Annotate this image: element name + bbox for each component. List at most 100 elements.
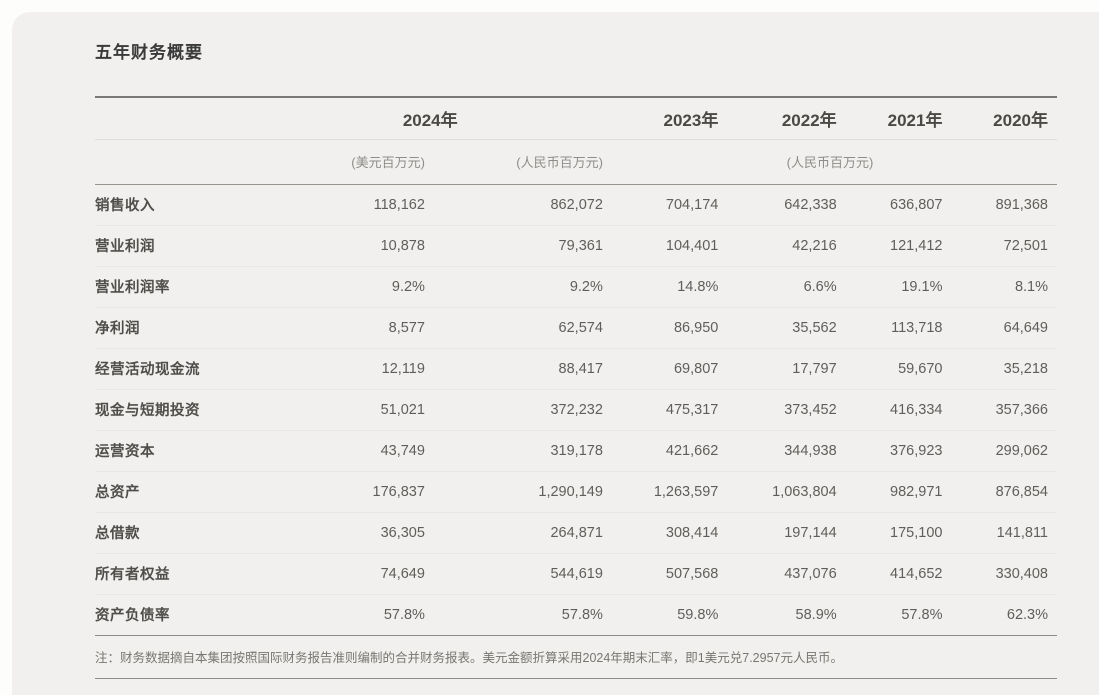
value-cell: 373,452 <box>718 389 837 431</box>
value-cell: 475,317 <box>602 389 719 431</box>
value-cell: 57.8% <box>836 594 943 636</box>
value-cell: 308,414 <box>602 512 719 554</box>
unit-header-row: (美元百万元) (人民币百万元) (人民币百万元) <box>95 139 1057 185</box>
row-label: 总资产 <box>95 471 258 513</box>
value-cell: 8.1% <box>942 266 1057 308</box>
value-cell: 72,501 <box>942 225 1057 267</box>
value-cell: 197,144 <box>718 512 837 554</box>
value-cell: 1,263,597 <box>602 471 719 513</box>
value-cell: 59,670 <box>836 348 943 390</box>
value-cell: 1,290,149 <box>424 471 603 513</box>
value-cell: 69,807 <box>602 348 719 390</box>
value-cell: 36,305 <box>257 512 425 554</box>
value-cell: 58.9% <box>718 594 837 636</box>
value-cell: 357,366 <box>942 389 1057 431</box>
value-cell: 62,574 <box>424 307 603 349</box>
value-cell: 175,100 <box>836 512 943 554</box>
footnote-row: 注：财务数据摘自本集团按照国际财务报告准则编制的合并财务报表。美元金额折算采用2… <box>95 635 1057 679</box>
row-label: 运营资本 <box>95 430 258 472</box>
row-label: 经营活动现金流 <box>95 348 258 390</box>
value-cell: 42,216 <box>718 225 837 267</box>
table-row-net-profit: 净利润 8,577 62,574 86,950 35,562 113,718 6… <box>95 307 1057 349</box>
value-cell: 118,162 <box>257 184 425 226</box>
value-cell: 299,062 <box>942 430 1057 472</box>
value-cell: 104,401 <box>602 225 719 267</box>
table-row-cash-and-short-term-investments: 现金与短期投资 51,021 372,232 475,317 373,452 4… <box>95 389 1057 431</box>
value-cell: 636,807 <box>836 184 943 226</box>
row-label: 资产负债率 <box>95 594 258 636</box>
five-year-financial-summary-table: 2024年 2023年 2022年 2021年 2020年 (美元百万元) (人… <box>95 96 1057 679</box>
value-cell: 319,178 <box>424 430 603 472</box>
footnote-text: 注：财务数据摘自本集团按照国际财务报告准则编制的合并财务报表。美元金额折算采用2… <box>95 635 1057 679</box>
value-cell: 8,577 <box>257 307 425 349</box>
table-row-sales-revenue: 销售收入 118,162 862,072 704,174 642,338 636… <box>95 184 1057 226</box>
value-cell: 372,232 <box>424 389 603 431</box>
value-cell: 35,218 <box>942 348 1057 390</box>
value-cell: 10,878 <box>257 225 425 267</box>
value-cell: 376,923 <box>836 430 943 472</box>
value-cell: 57.8% <box>424 594 603 636</box>
value-cell: 12,119 <box>257 348 425 390</box>
value-cell: 344,938 <box>718 430 837 472</box>
year-header-2021: 2021年 <box>836 96 943 140</box>
value-cell: 57.8% <box>257 594 425 636</box>
value-cell: 421,662 <box>602 430 719 472</box>
table-row-total-borrowings: 总借款 36,305 264,871 308,414 197,144 175,1… <box>95 512 1057 554</box>
year-header-2020: 2020年 <box>942 96 1057 140</box>
table-row-operating-margin: 营业利润率 9.2% 9.2% 14.8% 6.6% 19.1% 8.1% <box>95 266 1057 308</box>
value-cell: 141,811 <box>942 512 1057 554</box>
value-cell: 876,854 <box>942 471 1057 513</box>
table-row-working-capital: 运营资本 43,749 319,178 421,662 344,938 376,… <box>95 430 1057 472</box>
year-header-2023: 2023年 <box>602 96 719 140</box>
value-cell: 6.6% <box>718 266 837 308</box>
value-cell: 176,837 <box>257 471 425 513</box>
value-cell: 35,562 <box>718 307 837 349</box>
value-cell: 437,076 <box>718 553 837 595</box>
value-cell: 862,072 <box>424 184 603 226</box>
report-card: 五年财务概要 2024年 2023年 2022年 2021年 2020年 (美元… <box>12 12 1099 695</box>
value-cell: 86,950 <box>602 307 719 349</box>
table-row-operating-cash-flow: 经营活动现金流 12,119 88,417 69,807 17,797 59,6… <box>95 348 1057 390</box>
table-row-owners-equity: 所有者权益 74,649 544,619 507,568 437,076 414… <box>95 553 1057 595</box>
value-cell: 59.8% <box>602 594 719 636</box>
row-label: 现金与短期投资 <box>95 389 258 431</box>
value-cell: 17,797 <box>718 348 837 390</box>
table-row-total-assets: 总资产 176,837 1,290,149 1,263,597 1,063,80… <box>95 471 1057 513</box>
row-label: 所有者权益 <box>95 553 258 595</box>
value-cell: 88,417 <box>424 348 603 390</box>
value-cell: 14.8% <box>602 266 719 308</box>
value-cell: 1,063,804 <box>718 471 837 513</box>
page-title: 五年财务概要 <box>95 43 203 62</box>
year-header-2024: 2024年 <box>257 96 603 140</box>
row-label: 营业利润 <box>95 225 258 267</box>
value-cell: 414,652 <box>836 553 943 595</box>
row-label: 净利润 <box>95 307 258 349</box>
row-label: 营业利润率 <box>95 266 258 308</box>
value-cell: 416,334 <box>836 389 943 431</box>
unit-header-rmb-2024: (人民币百万元) <box>424 139 603 185</box>
value-cell: 74,649 <box>257 553 425 595</box>
value-cell: 121,412 <box>836 225 943 267</box>
value-cell: 264,871 <box>424 512 603 554</box>
value-cell: 891,368 <box>942 184 1057 226</box>
value-cell: 62.3% <box>942 594 1057 636</box>
year-header-row: 2024年 2023年 2022年 2021年 2020年 <box>95 96 1057 140</box>
value-cell: 51,021 <box>257 389 425 431</box>
value-cell: 330,408 <box>942 553 1057 595</box>
value-cell: 43,749 <box>257 430 425 472</box>
value-cell: 544,619 <box>424 553 603 595</box>
value-cell: 9.2% <box>257 266 425 308</box>
value-cell: 642,338 <box>718 184 837 226</box>
report-content: 五年财务概要 2024年 2023年 2022年 2021年 2020年 (美元… <box>12 12 1099 679</box>
row-label: 销售收入 <box>95 184 258 226</box>
value-cell: 507,568 <box>602 553 719 595</box>
table-row-debt-to-asset-ratio: 资产负债率 57.8% 57.8% 59.8% 58.9% 57.8% 62.3… <box>95 594 1057 636</box>
value-cell: 64,649 <box>942 307 1057 349</box>
value-cell: 704,174 <box>602 184 719 226</box>
value-cell: 19.1% <box>836 266 943 308</box>
unit-header-usd-2024: (美元百万元) <box>257 139 425 185</box>
value-cell: 9.2% <box>424 266 603 308</box>
year-header-2022: 2022年 <box>718 96 837 140</box>
unit-header-rmb-prior-years: (人民币百万元) <box>602 139 1057 185</box>
value-cell: 79,361 <box>424 225 603 267</box>
